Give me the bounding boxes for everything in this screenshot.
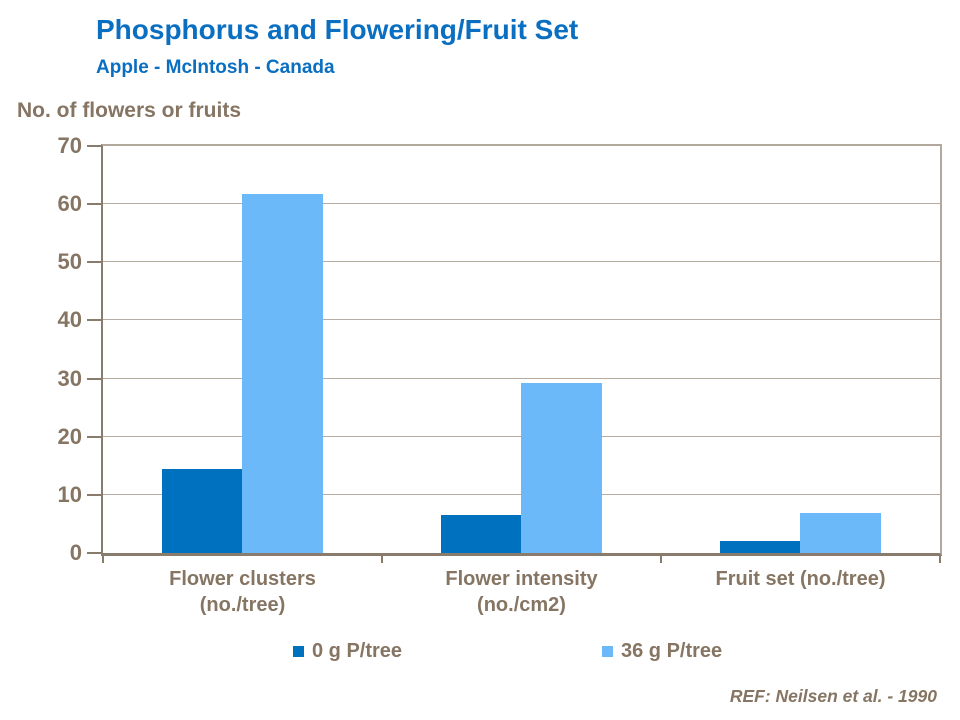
x-tick-mark-3	[939, 555, 941, 563]
y-axis-labels: 0 10 20 30 40 50 60 70	[0, 135, 82, 564]
x-axis-label-line: Flower clusters	[169, 568, 316, 590]
y-tick-label-70: 70	[57, 133, 82, 158]
chart-subtitle: Apple - McIntosh - Canada	[96, 57, 335, 78]
gridline-60	[103, 203, 940, 205]
x-axis-label-1: Flower clusters (no./tree)	[103, 566, 382, 618]
x-axis-label-line: (no./cm2)	[477, 594, 566, 616]
bar-group-3	[661, 146, 940, 553]
y-tick-mark-70	[87, 145, 102, 147]
y-tick-label-50: 50	[57, 249, 82, 275]
x-axis-label-line: Flower intensity	[445, 568, 598, 590]
y-tick-mark-10	[87, 493, 102, 496]
y-tick-label-10: 10	[57, 481, 82, 507]
y-tick-mark-20	[87, 435, 102, 438]
gridline-50	[103, 261, 940, 263]
y-tick-mark-60	[87, 203, 102, 206]
bar-series1-cat2	[441, 515, 522, 553]
bar-series2-cat2	[521, 383, 602, 553]
y-tick-mark-40	[87, 319, 102, 322]
y-tick-mark-50	[87, 261, 102, 264]
x-tick-mark-2	[660, 555, 662, 563]
x-axis-label-2: Flower intensity (no./cm2)	[382, 566, 661, 618]
y-tick-label-30: 30	[57, 365, 82, 391]
bar-group-2	[382, 146, 661, 553]
bar-series2-cat1	[242, 193, 323, 553]
bar-series1-cat3	[720, 541, 801, 553]
bar-group-1	[103, 146, 382, 553]
legend-swatch-0g	[293, 645, 304, 657]
chart-title: Phosphorus and Flowering/Fruit Set	[96, 14, 579, 45]
bar-series1-cat1	[162, 469, 243, 553]
y-axis-title: No. of flowers or fruits	[17, 99, 242, 122]
legend: 0 g P/tree 36 g P/tree	[0, 638, 960, 664]
legend-item-0g: 0 g P/tree	[293, 638, 402, 664]
bar-series2-cat3	[800, 513, 881, 553]
x-tick-mark-1	[381, 555, 383, 563]
y-tick-label-60: 60	[57, 191, 82, 217]
y-tick-mark-0	[87, 552, 102, 554]
x-axis-label-3: Fruit set (no./tree)	[661, 566, 940, 592]
legend-item-36g: 36 g P/tree	[602, 638, 722, 664]
x-tick-mark-0	[102, 555, 104, 563]
y-tick-label-20: 20	[57, 423, 82, 449]
x-axis-label-line: Fruit set (no./tree)	[715, 568, 886, 590]
y-tick-label-40: 40	[57, 307, 82, 333]
legend-label-0g: 0 g P/tree	[312, 639, 403, 662]
x-axis-label-line: (no./tree)	[199, 594, 286, 616]
y-tick-mark-30	[87, 377, 102, 380]
reference-text: REF: Neilsen et al. - 1990	[729, 686, 937, 706]
gridline-30	[103, 377, 940, 379]
y-tick-label-0: 0	[69, 540, 82, 565]
gridline-40	[103, 319, 940, 321]
legend-label-36g: 36 g P/tree	[621, 639, 723, 662]
legend-swatch-36g	[602, 645, 613, 657]
plot-area	[101, 144, 942, 556]
